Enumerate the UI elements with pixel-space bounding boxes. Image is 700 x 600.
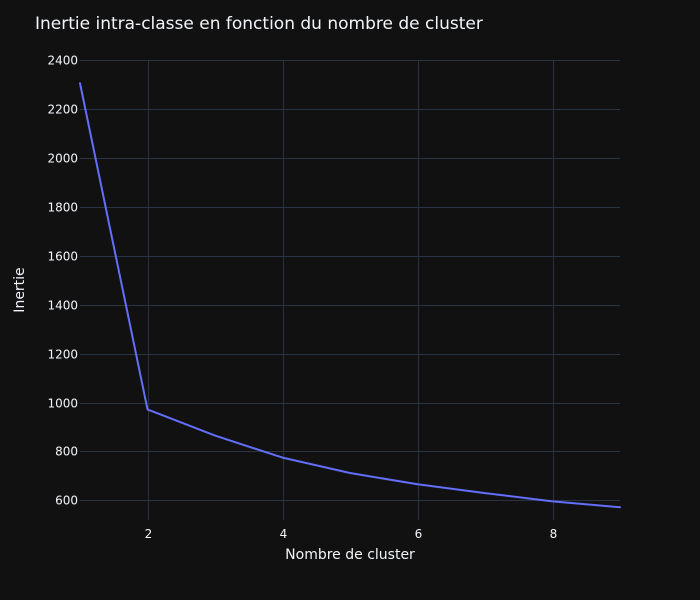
y-tick-label: 2200 [47,103,78,117]
y-tick-label: 600 [55,494,78,508]
y-tick-label: 1800 [47,201,78,215]
y-tick-label: 1600 [47,250,78,264]
x-tick-label: 8 [550,527,558,541]
y-tick-label: 1200 [47,348,78,362]
y-tick-label: 800 [55,445,78,459]
y-tick-label: 2400 [47,54,78,68]
x-tick-label: 4 [280,527,288,541]
x-axis-title: Nombre de cluster [285,547,415,563]
x-axis-ticks: 2 4 6 8 [145,527,558,541]
inertia-series-line [79,82,621,509]
y-tick-label: 1400 [47,299,78,313]
y-axis-ticks: 600 800 1000 1200 1400 1600 1800 2000 2200 2400 [47,54,78,508]
y-tick-label: 2000 [47,152,78,166]
y-axis-title: Inertie [12,267,28,312]
x-tick-label: 2 [145,527,153,541]
x-tick-label: 6 [415,527,423,541]
grid-lines [80,60,620,520]
y-tick-label: 1000 [47,397,78,411]
series-layer [79,82,621,509]
chart-title: Inertie intra-classe en fonction du nomb… [35,14,483,34]
